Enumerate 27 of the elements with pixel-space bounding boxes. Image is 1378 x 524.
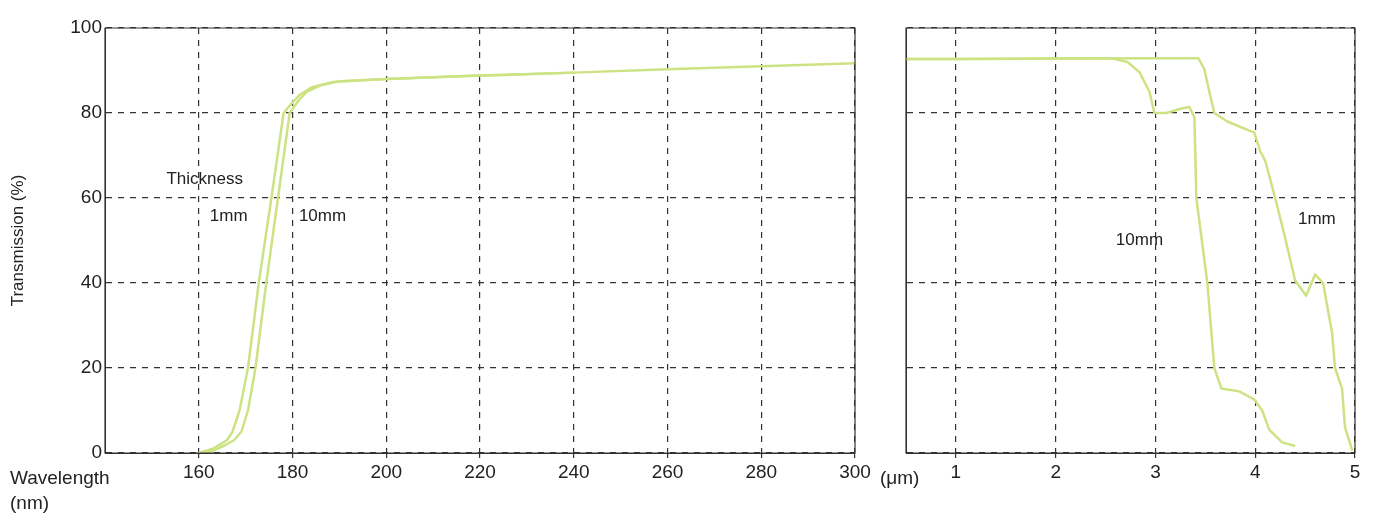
x-tick-label: 5 [1349, 460, 1361, 482]
annotation: 10mm [298, 206, 347, 226]
x-tick-label: 1 [950, 460, 962, 482]
y-tick-label: 40 [80, 271, 102, 293]
x-tick-label: 260 [651, 460, 684, 482]
annotation: Thickness [166, 168, 244, 188]
y-tick-label: 0 [91, 441, 102, 463]
annotation: 1mm [1297, 208, 1336, 228]
x-tick-label: 4 [1249, 460, 1261, 482]
y-axis-title: Transmission (%) [7, 174, 27, 307]
y-tick-label: 80 [80, 101, 102, 123]
x-tick-label: 220 [464, 460, 496, 482]
x-tick-label: 280 [745, 460, 778, 482]
y-tick-label: 20 [80, 356, 102, 378]
x-tick-label: 300 [839, 460, 871, 482]
y-tick-label: 60 [80, 186, 102, 208]
x-tick-label: 2 [1050, 460, 1061, 482]
y-tick-label: 100 [70, 16, 102, 38]
annotation: 1mm [209, 206, 248, 226]
x-tick-label: 160 [182, 460, 215, 482]
x-tick-label: 3 [1150, 460, 1161, 482]
annotation: 10mm [1115, 230, 1164, 250]
x-axis-title: Wavelength (nm) [10, 467, 110, 514]
x-axis-title: (μm) [880, 467, 920, 489]
x-tick-label: 180 [276, 460, 309, 482]
x-tick-label: 200 [370, 460, 403, 482]
x-tick-label: 240 [557, 460, 590, 482]
